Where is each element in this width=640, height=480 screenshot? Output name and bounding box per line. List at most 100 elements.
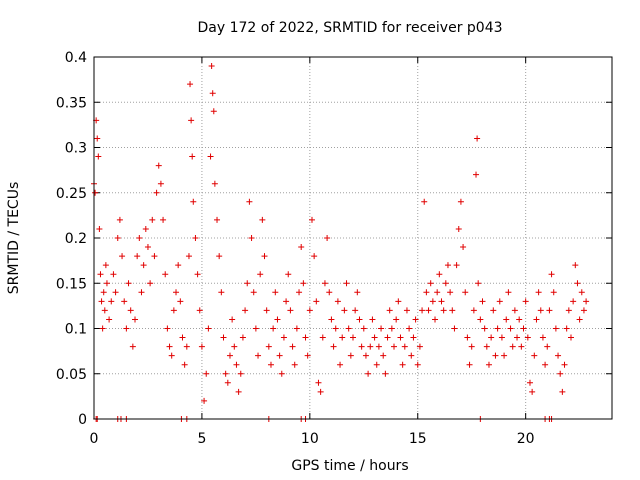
data-point <box>470 307 477 314</box>
data-point <box>315 379 322 386</box>
data-point <box>201 397 208 404</box>
data-point <box>280 334 287 341</box>
data-point <box>285 271 292 278</box>
data-point <box>341 307 348 314</box>
data-point <box>535 289 542 296</box>
data-point <box>552 325 559 332</box>
data-point <box>423 289 430 296</box>
data-point <box>474 135 481 142</box>
data-point <box>255 352 262 359</box>
data-point <box>356 316 363 323</box>
data-point <box>203 370 210 377</box>
data-point <box>261 253 268 260</box>
data-point <box>483 343 490 350</box>
data-point <box>572 262 579 269</box>
data-point <box>399 361 406 368</box>
x-tick-label: 0 <box>90 431 99 447</box>
data-point <box>432 316 439 323</box>
data-point <box>334 298 341 305</box>
data-point <box>173 289 180 296</box>
data-point <box>326 289 333 296</box>
y-tick-label: 0.1 <box>65 322 87 338</box>
data-point <box>544 343 551 350</box>
data-point <box>218 289 225 296</box>
data-point <box>511 307 518 314</box>
x-axis-title: GPS time / hours <box>291 458 408 474</box>
data-point <box>522 298 529 305</box>
y-tick-label: 0.2 <box>65 231 87 247</box>
data-point <box>175 262 182 269</box>
data-point <box>548 271 555 278</box>
data-point <box>210 108 217 115</box>
data-point <box>231 343 238 350</box>
data-point <box>112 289 119 296</box>
data-point <box>386 307 393 314</box>
data-point <box>216 253 223 260</box>
y-tick-label: 0.15 <box>56 276 87 292</box>
data-point <box>114 235 121 241</box>
data-point <box>367 343 374 350</box>
data-point <box>300 280 307 287</box>
data-point <box>576 316 583 323</box>
data-point <box>550 289 557 296</box>
data-point <box>332 325 339 332</box>
data-point <box>211 180 218 187</box>
data-point <box>244 280 251 287</box>
data-point <box>149 216 156 223</box>
data-point <box>272 289 279 296</box>
data-point <box>259 216 266 223</box>
data-point <box>110 271 117 278</box>
data-point <box>278 370 285 377</box>
data-point <box>373 361 380 368</box>
data-point <box>382 370 389 377</box>
data-point <box>580 307 587 314</box>
data-point <box>347 352 354 359</box>
data-point <box>108 298 115 305</box>
data-point <box>479 298 486 305</box>
data-point <box>155 162 162 169</box>
y-tick-label: 0.35 <box>56 95 87 111</box>
data-point <box>570 298 577 305</box>
data-point <box>537 307 544 314</box>
data-point <box>460 244 467 251</box>
data-point <box>160 216 167 223</box>
data-point <box>99 325 106 332</box>
data-point <box>354 289 361 296</box>
data-point <box>457 198 464 205</box>
data-point <box>434 289 441 296</box>
data-point <box>308 216 315 223</box>
data-point <box>509 343 516 350</box>
data-point <box>132 316 139 323</box>
data-point <box>567 334 574 341</box>
data-point <box>337 361 344 368</box>
data-point <box>401 343 408 350</box>
data-point <box>440 307 447 314</box>
data-point <box>462 289 469 296</box>
data-point <box>263 307 270 314</box>
data-point <box>205 325 212 332</box>
data-point <box>520 325 527 332</box>
data-point <box>473 171 480 178</box>
data-point <box>306 307 313 314</box>
data-point <box>531 352 538 359</box>
data-point <box>436 271 443 278</box>
data-point <box>194 271 201 278</box>
data-point <box>164 325 171 332</box>
data-point <box>142 225 149 232</box>
data-point <box>102 262 109 269</box>
data-point <box>134 253 141 260</box>
data-point <box>96 225 103 232</box>
data-point <box>311 253 318 260</box>
data-point <box>97 271 104 278</box>
x-tick-label: 5 <box>197 431 206 447</box>
data-point <box>524 334 531 341</box>
data-point <box>557 370 564 377</box>
data-point <box>98 298 105 305</box>
data-point <box>539 334 546 341</box>
chart-title: Day 172 of 2022, SRMTID for receiver p04… <box>197 20 502 36</box>
data-point <box>561 361 568 368</box>
data-point <box>464 334 471 341</box>
data-point <box>496 298 503 305</box>
data-point <box>533 316 540 323</box>
data-point <box>209 90 216 97</box>
